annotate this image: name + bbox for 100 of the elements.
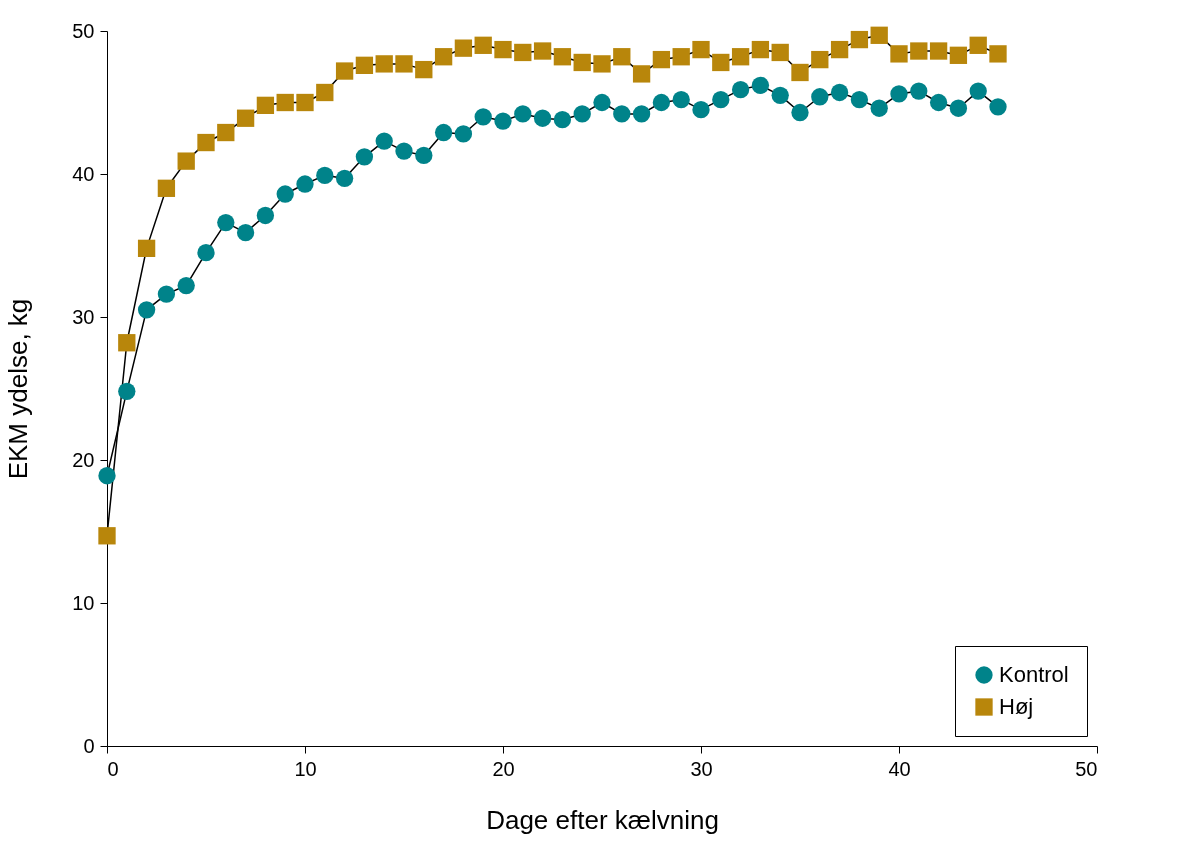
point — [236, 109, 255, 127]
point — [771, 43, 789, 62]
point — [632, 65, 651, 83]
point — [632, 105, 651, 123]
point — [553, 111, 572, 129]
point — [177, 152, 195, 170]
point — [850, 91, 869, 109]
point — [355, 148, 374, 166]
point — [474, 36, 492, 54]
point — [791, 63, 809, 82]
x-tick-label: 10 — [294, 757, 317, 780]
point — [692, 101, 710, 119]
point — [573, 53, 591, 72]
point — [454, 39, 473, 57]
point — [256, 206, 275, 225]
y-tick-label: 0 — [83, 734, 95, 757]
x-tick-label: 30 — [690, 757, 713, 780]
point — [415, 60, 433, 79]
point — [553, 48, 572, 66]
point — [137, 239, 156, 258]
point — [533, 109, 552, 127]
x-axis-title: Dage efter kælvning — [486, 804, 719, 835]
y-axis-title: EKM ydelse, kg — [3, 298, 34, 480]
point — [573, 105, 591, 123]
point — [217, 213, 235, 232]
point — [118, 334, 136, 352]
point — [98, 467, 116, 485]
point — [474, 108, 492, 126]
point — [494, 112, 512, 130]
point — [335, 62, 354, 80]
point — [791, 103, 809, 122]
point — [236, 223, 255, 242]
point — [731, 48, 750, 66]
point — [434, 123, 453, 142]
point — [276, 93, 294, 112]
point — [355, 56, 374, 74]
point — [652, 93, 671, 112]
point — [712, 53, 730, 72]
point — [296, 93, 314, 112]
point — [98, 527, 116, 545]
point — [256, 96, 275, 115]
y-tick-label: 40 — [72, 162, 95, 185]
x-tick-label: 50 — [1075, 757, 1098, 780]
point — [890, 85, 908, 103]
point — [613, 105, 631, 123]
point — [177, 276, 195, 295]
point — [395, 55, 413, 73]
point — [415, 146, 433, 165]
point — [514, 105, 532, 123]
x-tick-label: 40 — [888, 757, 911, 780]
point — [969, 82, 987, 100]
point — [672, 91, 690, 109]
point — [830, 40, 849, 59]
point — [494, 40, 512, 59]
legend-label: Kontrol — [999, 662, 1069, 687]
point — [929, 93, 948, 112]
point — [751, 40, 770, 59]
point — [870, 99, 888, 117]
point — [771, 86, 789, 104]
point — [910, 82, 928, 100]
point — [811, 50, 829, 69]
point — [593, 93, 611, 112]
point — [989, 98, 1007, 116]
point — [375, 132, 393, 150]
point — [157, 179, 176, 197]
point — [949, 99, 968, 117]
point — [731, 80, 750, 99]
point — [870, 26, 888, 44]
point — [830, 83, 849, 102]
point — [118, 382, 136, 400]
point — [672, 48, 690, 66]
point — [593, 55, 611, 73]
point — [197, 244, 215, 262]
legend-label: Høj — [999, 694, 1034, 719]
y-tick-label: 10 — [72, 591, 95, 614]
point — [454, 125, 473, 143]
point — [316, 166, 334, 185]
point — [929, 42, 948, 60]
point — [217, 123, 235, 142]
point — [910, 42, 928, 60]
point — [890, 45, 908, 63]
y-tick-label: 30 — [72, 305, 95, 328]
point — [989, 45, 1007, 63]
point — [137, 301, 156, 319]
point — [969, 36, 987, 54]
x-tick-label: 0 — [107, 757, 119, 780]
point — [533, 42, 552, 60]
y-tick-label: 20 — [72, 448, 95, 471]
point — [514, 43, 532, 62]
point — [157, 285, 176, 303]
point — [692, 40, 710, 59]
point — [613, 48, 631, 66]
point — [434, 48, 453, 66]
point — [316, 83, 334, 102]
point — [652, 50, 671, 69]
point — [949, 46, 968, 64]
point — [197, 133, 215, 152]
point — [395, 142, 413, 160]
point — [811, 88, 829, 106]
point — [751, 76, 770, 94]
